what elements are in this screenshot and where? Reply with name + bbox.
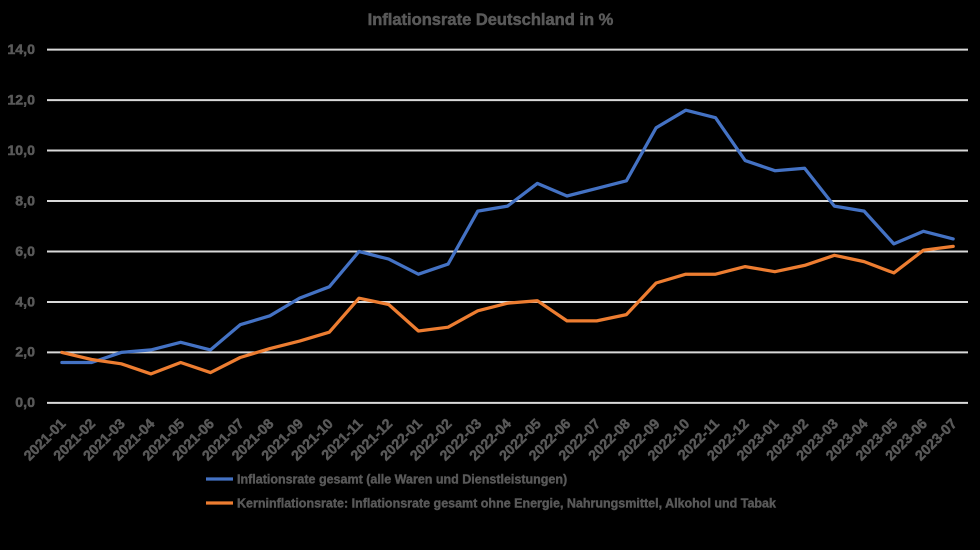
svg-text:2,0: 2,0 (15, 345, 35, 361)
svg-text:12,0: 12,0 (7, 92, 35, 108)
svg-text:4,0: 4,0 (15, 294, 35, 310)
svg-text:14,0: 14,0 (7, 42, 35, 58)
svg-text:8,0: 8,0 (15, 193, 35, 209)
svg-text:0,0: 0,0 (15, 395, 35, 411)
svg-text:Inflationsrate gesamt (alle Wa: Inflationsrate gesamt (alle Waren und Di… (237, 473, 567, 487)
svg-text:6,0: 6,0 (15, 244, 35, 260)
svg-text:Inflationsrate Deutschland in: Inflationsrate Deutschland in % (368, 11, 614, 29)
svg-text:Kerninflationsrate: Inflations: Kerninflationsrate: Inflationsrate gesam… (237, 497, 776, 511)
svg-text:10,0: 10,0 (7, 143, 35, 159)
